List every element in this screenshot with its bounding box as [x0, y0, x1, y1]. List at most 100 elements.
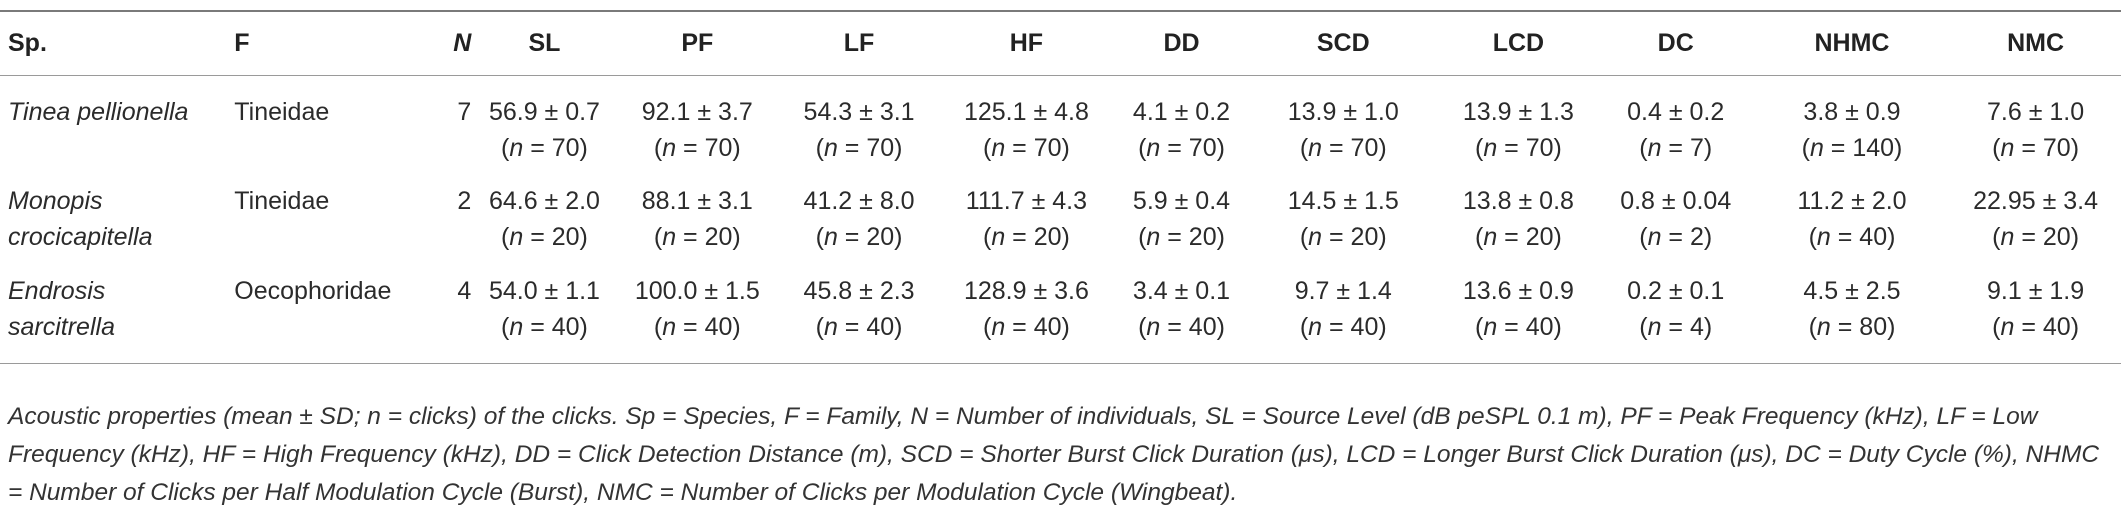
- sample-count: (n = 40): [982, 313, 1070, 341]
- header-lf: LF: [843, 29, 875, 58]
- species-name-line: Monopis: [8, 187, 103, 215]
- header-row: Sp. F N SL PF LF HF DD SCD LCD DC NHMC N…: [0, 11, 2121, 75]
- sample-count: (n = 40): [1138, 313, 1225, 341]
- value-cell: 3.4 ± 0.1 (n = 40): [1116, 273, 1248, 363]
- mean-sd-value: 0.8 ± 0.04: [1620, 187, 1732, 215]
- value-cell: 9.7 ± 1.4 (n = 40): [1247, 273, 1439, 363]
- header-lcd: LCD: [1492, 29, 1545, 58]
- header-pf: PF: [681, 29, 714, 58]
- family-cell: Oecophoridae: [234, 277, 392, 305]
- sample-count: (n = 20): [815, 223, 903, 251]
- sample-count: (n = 40): [1299, 313, 1387, 341]
- mean-sd-value: 64.6 ± 2.0: [488, 187, 600, 215]
- mean-sd-value: 13.9 ± 1.0: [1287, 97, 1399, 126]
- sample-count: (n = 70): [653, 133, 741, 162]
- header-nhmc: NHMC: [1814, 29, 1890, 58]
- value-cell: 125.1 ± 4.8 (n = 70): [937, 75, 1116, 183]
- mean-sd-value: 11.2 ± 2.0: [1797, 187, 1907, 215]
- sample-count: (n = 140): [1801, 133, 1903, 162]
- mean-sd-value: 9.7 ± 1.4: [1294, 277, 1392, 305]
- value-cell: 13.8 ± 0.8 (n = 20): [1439, 183, 1597, 273]
- sample-count: (n = 70): [815, 133, 903, 162]
- mean-sd-value: 54.0 ± 1.1: [488, 277, 600, 305]
- mean-sd-value: 128.9 ± 3.6: [963, 277, 1089, 305]
- value-cell: 0.8 ± 0.04 (n = 2): [1598, 183, 1754, 273]
- value-cell: 92.1 ± 3.7 (n = 70): [614, 75, 781, 183]
- mean-sd-value: 14.5 ± 1.5: [1287, 187, 1399, 215]
- value-cell: 14.5 ± 1.5 (n = 20): [1247, 183, 1439, 273]
- mean-sd-value: 100.0 ± 1.5: [634, 277, 760, 305]
- mean-sd-value: 0.4 ± 0.2: [1627, 97, 1725, 126]
- mean-sd-value: 111.7 ± 4.3: [965, 187, 1088, 215]
- header-species: Sp.: [8, 29, 47, 58]
- value-cell: 88.1 ± 3.1 (n = 20): [614, 183, 781, 273]
- mean-sd-value: 9.1 ± 1.9: [1987, 277, 2085, 305]
- sample-count: (n = 20): [653, 223, 741, 251]
- sample-count: (n = 70): [501, 133, 588, 162]
- mean-sd-value: 3.8 ± 0.9: [1803, 97, 1901, 126]
- header-dc: DC: [1657, 29, 1694, 58]
- sample-count: (n = 40): [501, 313, 588, 341]
- mean-sd-value: 13.6 ± 0.9: [1462, 277, 1574, 305]
- family-cell: Tineidae: [234, 187, 330, 215]
- value-cell: 13.9 ± 1.0 (n = 70): [1247, 75, 1439, 183]
- mean-sd-value: 5.9 ± 0.4: [1132, 187, 1231, 215]
- sample-count: (n = 7): [1639, 133, 1713, 162]
- mean-sd-value: 45.8 ± 2.3: [803, 277, 915, 305]
- value-cell: 128.9 ± 3.6 (n = 40): [937, 273, 1116, 363]
- mean-sd-value: 41.2 ± 8.0: [803, 187, 915, 215]
- individuals-cell: 4: [457, 277, 472, 305]
- species-cell: Tinea pellionella: [0, 75, 234, 183]
- mean-sd-value: 56.9 ± 0.7: [488, 97, 600, 126]
- sample-count: (n = 4): [1639, 313, 1713, 341]
- sample-count: (n = 20): [1138, 223, 1225, 251]
- sample-count: (n = 70): [1299, 133, 1387, 162]
- mean-sd-value: 54.3 ± 3.1: [803, 97, 915, 126]
- value-cell: 111.7 ± 4.3 (n = 20): [937, 183, 1116, 273]
- header-nmc: NMC: [2007, 29, 2065, 58]
- value-cell: 54.0 ± 1.1 (n = 40): [475, 273, 613, 363]
- header-family: F: [234, 29, 250, 58]
- sample-count: (n = 20): [1474, 223, 1562, 251]
- sample-count: (n = 80): [1808, 313, 1896, 341]
- value-cell: 7.6 ± 1.0 (n = 70): [1950, 75, 2121, 183]
- value-cell: 4.5 ± 2.5 (n = 80): [1754, 273, 1950, 363]
- table-caption: Acoustic properties (mean ± SD; n = clic…: [8, 403, 2100, 506]
- mean-sd-value: 13.8 ± 0.8: [1462, 187, 1574, 215]
- header-sl: SL: [528, 29, 561, 58]
- mean-sd-value: 88.1 ± 3.1: [641, 187, 753, 215]
- header-scd: SCD: [1316, 29, 1370, 58]
- value-cell: 64.6 ± 2.0 (n = 20): [475, 183, 613, 273]
- mean-sd-value: 4.5 ± 2.5: [1803, 277, 1901, 305]
- species-name-line: sarcitrella: [8, 313, 115, 341]
- sample-count: (n = 70): [1474, 133, 1562, 162]
- value-cell: 3.8 ± 0.9 (n = 140): [1754, 75, 1950, 183]
- value-cell: 13.6 ± 0.9 (n = 40): [1439, 273, 1597, 363]
- sample-count: (n = 20): [982, 223, 1070, 251]
- header-dd: DD: [1163, 29, 1200, 58]
- mean-sd-value: 7.6 ± 1.0: [1987, 97, 2085, 126]
- value-cell: 100.0 ± 1.5 (n = 40): [614, 273, 781, 363]
- header-hf: HF: [1009, 29, 1044, 58]
- individuals-cell: 2: [457, 187, 472, 215]
- table-row: Monopis crocicapitella Tineidae 2 64.6 ± 2.0…: [0, 183, 2121, 273]
- individuals-cell: 7: [457, 97, 472, 126]
- sample-count: (n = 20): [1992, 223, 2080, 251]
- table-body: Tinea pellionella Tineidae 7 56.9 ± 0.7 (n =…: [0, 75, 2121, 363]
- value-cell: 41.2 ± 8.0 (n = 20): [781, 183, 937, 273]
- sample-count: (n = 40): [1474, 313, 1562, 341]
- family-cell: Tineidae: [234, 97, 330, 126]
- mean-sd-value: 92.1 ± 3.7: [641, 97, 753, 126]
- species-name-line: Endrosis: [8, 277, 106, 305]
- value-cell: 11.2 ± 2.0 (n = 40): [1754, 183, 1950, 273]
- sample-count: (n = 40): [815, 313, 903, 341]
- value-cell: 13.9 ± 1.3 (n = 70): [1439, 75, 1597, 183]
- acoustic-properties-table: Sp. F N SL PF LF HF DD SCD LCD DC NHMC N…: [0, 10, 2121, 364]
- species-cell: Endrosis sarcitrella: [0, 273, 234, 363]
- header-n: N: [453, 29, 472, 58]
- mean-sd-value: 3.4 ± 0.1: [1132, 277, 1231, 305]
- table-container: Sp. F N SL PF LF HF DD SCD LCD DC NHMC N…: [0, 10, 2121, 506]
- species-name-line: Tinea pellionella: [8, 97, 189, 126]
- value-cell: 22.95 ± 3.4 (n = 20): [1950, 183, 2121, 273]
- table-row: Tinea pellionella Tineidae 7 56.9 ± 0.7 (n =…: [0, 75, 2121, 183]
